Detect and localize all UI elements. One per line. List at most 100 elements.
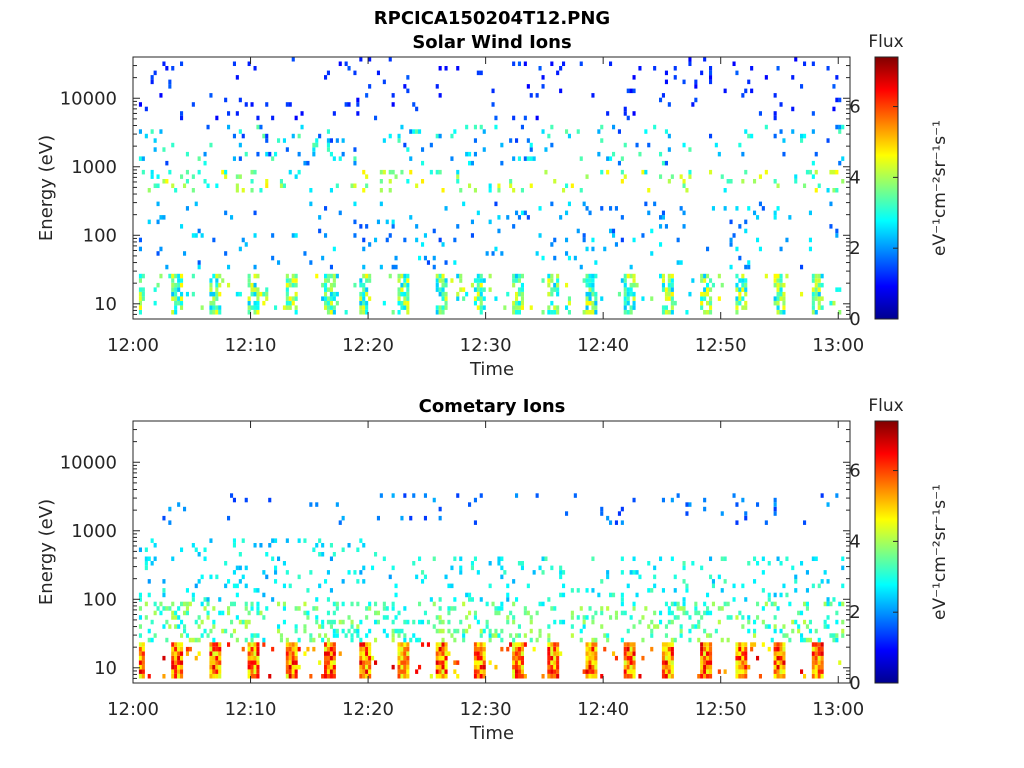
heatmap-cell [344, 310, 348, 315]
heatmap-cell [764, 75, 768, 80]
heatmap-cell [626, 669, 630, 674]
heatmap-cell [729, 237, 733, 243]
heatmap-cell [667, 179, 671, 184]
heatmap-cell [626, 296, 630, 301]
heatmap-cell [138, 129, 142, 134]
heatmap-cell [476, 570, 480, 575]
heatmap-cell [817, 273, 821, 279]
heatmap-cell [520, 660, 524, 665]
heatmap-cell [382, 300, 386, 306]
heatmap-cell [479, 642, 483, 647]
heatmap-cell [500, 601, 504, 607]
heatmap-cell [450, 583, 454, 589]
heatmap-cell [720, 637, 724, 643]
heatmap-cell [750, 642, 754, 647]
heatmap-cell [670, 664, 674, 670]
heatmap-cell [403, 493, 407, 498]
heatmap-cell [153, 610, 157, 616]
heatmap-cell [403, 300, 407, 306]
heatmap-cell [579, 628, 583, 634]
heatmap-cell [741, 305, 745, 310]
heatmap-cell [503, 305, 507, 310]
heatmap-cell [312, 547, 316, 553]
heatmap-cell [617, 511, 621, 516]
heatmap-cell [709, 79, 713, 85]
heatmap-cell [282, 606, 286, 611]
heatmap-cell [235, 188, 239, 193]
heatmap-cell [256, 115, 260, 121]
heatmap-cell [271, 597, 275, 602]
heatmap-cell [353, 147, 357, 152]
heatmap-cell [820, 651, 824, 656]
heatmap-cell [203, 628, 207, 634]
heatmap-cell [329, 310, 333, 315]
heatmap-cell [324, 305, 328, 310]
heatmap-cell [194, 201, 198, 207]
heatmap-cell [400, 282, 404, 288]
heatmap-cell [520, 565, 524, 571]
heatmap-cell [341, 579, 345, 584]
heatmap-cell [520, 669, 524, 674]
heatmap-cell [623, 660, 627, 665]
heatmap-cell [329, 619, 333, 625]
heatmap-cell [679, 174, 683, 179]
heatmap-cell [661, 93, 665, 98]
heatmap-cell [829, 601, 833, 607]
heatmap-cell [591, 310, 595, 315]
heatmap-cell [709, 574, 713, 580]
heatmap-cell [773, 624, 777, 629]
heatmap-cell [397, 273, 401, 279]
heatmap-cell [720, 556, 724, 562]
heatmap-cell [435, 305, 439, 310]
heatmap-cell [432, 624, 436, 629]
heatmap-cell [494, 296, 498, 301]
heatmap-cell [711, 583, 715, 589]
heatmap-cell [291, 282, 295, 288]
heatmap-cell [256, 646, 260, 652]
heatmap-cell [773, 179, 777, 184]
heatmap-cell [180, 669, 184, 674]
heatmap-cell [473, 138, 477, 143]
heatmap-cell [353, 156, 357, 161]
heatmap-cell [162, 179, 166, 184]
heatmap-cell [476, 674, 480, 679]
heatmap-cell [288, 664, 292, 670]
heatmap-cell [265, 287, 269, 292]
heatmap-cell [288, 660, 292, 665]
heatmap-cell [709, 305, 713, 310]
heatmap-cell [326, 637, 330, 643]
heatmap-cell [612, 592, 616, 598]
heatmap-cell [591, 291, 595, 297]
heatmap-cell [512, 579, 516, 584]
heatmap-cell [541, 75, 545, 80]
heatmap-cell [497, 633, 501, 638]
heatmap-cell [506, 619, 510, 625]
heatmap-cell [294, 624, 298, 629]
heatmap-cell [350, 637, 354, 643]
heatmap-cell [717, 606, 721, 611]
heatmap-cell [717, 669, 721, 674]
heatmap-cell [556, 278, 560, 283]
heatmap-cell [303, 624, 307, 629]
heatmap-cell [394, 264, 398, 270]
heatmap-cell [591, 237, 595, 243]
heatmap-cell [832, 106, 836, 112]
heatmap-cell [547, 133, 551, 139]
heatmap-cell [329, 556, 333, 562]
heatmap-cell [520, 287, 524, 292]
heatmap-cell [782, 633, 786, 638]
heatmap-cell [297, 133, 301, 139]
heatmap-cell [682, 561, 686, 566]
heatmap-cell [141, 655, 145, 661]
heatmap-cell [761, 642, 765, 647]
heatmap-cell [256, 305, 260, 310]
heatmap-cell [814, 287, 818, 292]
heatmap-cell [600, 674, 604, 679]
heatmap-cell [664, 305, 668, 310]
heatmap-cell [591, 300, 595, 306]
heatmap-cell [174, 300, 178, 306]
heatmap-cell [300, 111, 304, 116]
heatmap-cell [841, 179, 845, 184]
heatmap-cell [817, 300, 821, 306]
heatmap-cell [435, 674, 439, 679]
